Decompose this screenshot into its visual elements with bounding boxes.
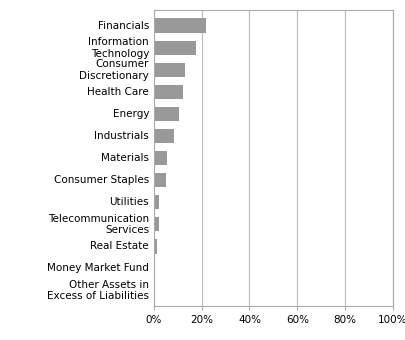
Bar xyxy=(154,217,159,232)
Bar xyxy=(154,129,174,143)
Bar xyxy=(154,173,166,187)
Bar xyxy=(154,85,183,99)
Bar xyxy=(154,151,167,165)
Bar xyxy=(154,40,196,55)
Bar xyxy=(154,107,179,121)
Bar xyxy=(154,63,185,77)
Bar xyxy=(154,239,158,254)
Bar xyxy=(154,18,207,33)
Bar xyxy=(154,195,159,209)
